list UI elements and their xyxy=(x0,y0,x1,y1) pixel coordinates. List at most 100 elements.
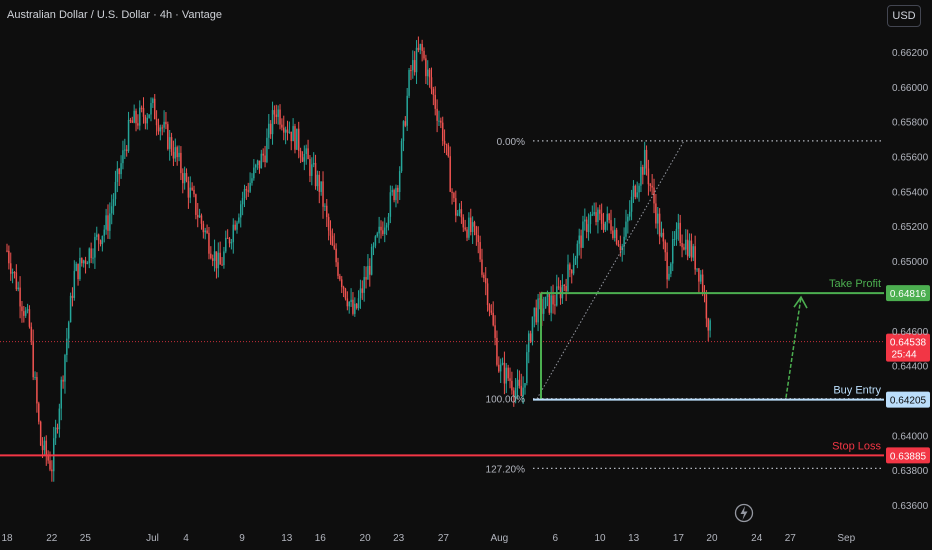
candle-body xyxy=(327,217,330,231)
candle-body xyxy=(36,377,38,404)
candle-body xyxy=(522,387,524,396)
candle-body xyxy=(612,230,614,238)
candle-body xyxy=(585,219,588,232)
candle-body xyxy=(256,160,259,166)
candle-body xyxy=(391,190,393,193)
candle-body xyxy=(557,286,560,288)
candle-body xyxy=(692,246,695,258)
candle-body xyxy=(135,110,137,124)
candle-body xyxy=(124,149,126,151)
candle-body xyxy=(335,248,337,263)
candle-body xyxy=(254,165,257,168)
candle-body xyxy=(172,151,175,159)
candle-body xyxy=(305,148,307,154)
candle-body xyxy=(15,272,18,290)
candle-body xyxy=(236,222,238,230)
candle-body xyxy=(436,108,438,121)
candle-body xyxy=(195,194,197,215)
candle-body xyxy=(266,137,268,163)
candle-body xyxy=(419,43,422,50)
candle-body xyxy=(221,264,223,266)
candle-body xyxy=(546,293,549,297)
time-tick-label: 9 xyxy=(239,533,245,544)
candle-body xyxy=(314,163,317,187)
candle-body xyxy=(483,274,485,279)
candle-body xyxy=(348,302,350,307)
price-tick-label: 0.64600 xyxy=(892,327,929,338)
candle-body xyxy=(277,109,279,117)
candle-body xyxy=(120,163,122,175)
candle-body xyxy=(112,199,115,207)
candle-body xyxy=(688,240,691,257)
price-tick-label: 0.65200 xyxy=(892,222,929,233)
candle-body xyxy=(400,141,403,172)
take-profit-price-tag xyxy=(886,285,930,302)
candle-body xyxy=(456,213,459,216)
time-tick-label: 23 xyxy=(393,533,405,544)
candle-body xyxy=(447,144,450,157)
stop-loss-price-tag xyxy=(886,447,930,464)
candle-body xyxy=(307,148,309,160)
candle-body xyxy=(458,209,461,214)
candle-body xyxy=(606,213,609,222)
candle-body xyxy=(206,230,208,233)
candle-body xyxy=(642,166,644,175)
candle-body xyxy=(73,270,76,298)
time-tick-label: Aug xyxy=(490,533,508,544)
candle-body xyxy=(355,303,358,309)
candle-body xyxy=(561,284,564,299)
candle-body xyxy=(168,137,171,149)
candle-body xyxy=(301,157,304,162)
candle-body xyxy=(490,310,493,313)
candle-body xyxy=(217,252,220,269)
candle-body xyxy=(440,120,442,123)
time-tick-label: 25 xyxy=(80,533,92,544)
candle-body xyxy=(548,293,551,313)
candle-body xyxy=(271,110,274,135)
candle-body xyxy=(350,299,352,303)
current-price-tag xyxy=(886,333,930,362)
candle-body xyxy=(337,262,339,276)
candle-body xyxy=(516,379,519,389)
candle-body xyxy=(698,268,700,282)
candle-body xyxy=(675,228,678,240)
candle-body xyxy=(524,383,526,388)
candle-body xyxy=(685,239,687,250)
candle-body xyxy=(97,234,100,241)
candle-body xyxy=(397,187,399,192)
chart-title: Australian Dollar / U.S. Dollar · 4h · V… xyxy=(7,9,222,21)
trade-arrow-head xyxy=(793,295,808,309)
candle-body xyxy=(423,50,425,59)
candle-body xyxy=(279,109,281,125)
currency-button[interactable]: USD xyxy=(887,5,921,27)
candle-body xyxy=(116,168,119,182)
candle-body xyxy=(329,230,332,236)
candle-body xyxy=(182,173,184,184)
candle-body xyxy=(527,333,530,353)
candle-body xyxy=(326,205,328,218)
candle-body xyxy=(694,246,696,270)
candle-body xyxy=(369,265,371,275)
candle-body xyxy=(58,408,61,430)
candle-body xyxy=(225,237,227,252)
candle-body xyxy=(32,340,34,378)
candle-body xyxy=(56,427,59,430)
candle-body xyxy=(535,307,537,323)
candle-body xyxy=(520,385,522,396)
candle-body xyxy=(475,226,478,236)
time-axis: 18 22 25 Jul 4 9 13 16 20 23 27 Aug 6 10 13 17 20 24 27 Sep xyxy=(1,533,855,544)
candle-body xyxy=(47,455,49,461)
candle-body xyxy=(340,279,343,288)
candle-body xyxy=(518,379,521,386)
candle-body xyxy=(30,326,33,341)
price-tick-label: 0.65400 xyxy=(892,187,929,198)
candle-body xyxy=(537,298,539,323)
candle-body xyxy=(645,149,648,169)
price-axis: 0.66200 0.66000 0.65800 0.65600 0.65400 0.652… xyxy=(892,48,929,512)
candle-body xyxy=(150,103,152,115)
trade-arrow xyxy=(785,297,802,398)
candle-body xyxy=(507,367,509,379)
candle-body xyxy=(451,191,453,193)
candle-body xyxy=(479,242,481,260)
